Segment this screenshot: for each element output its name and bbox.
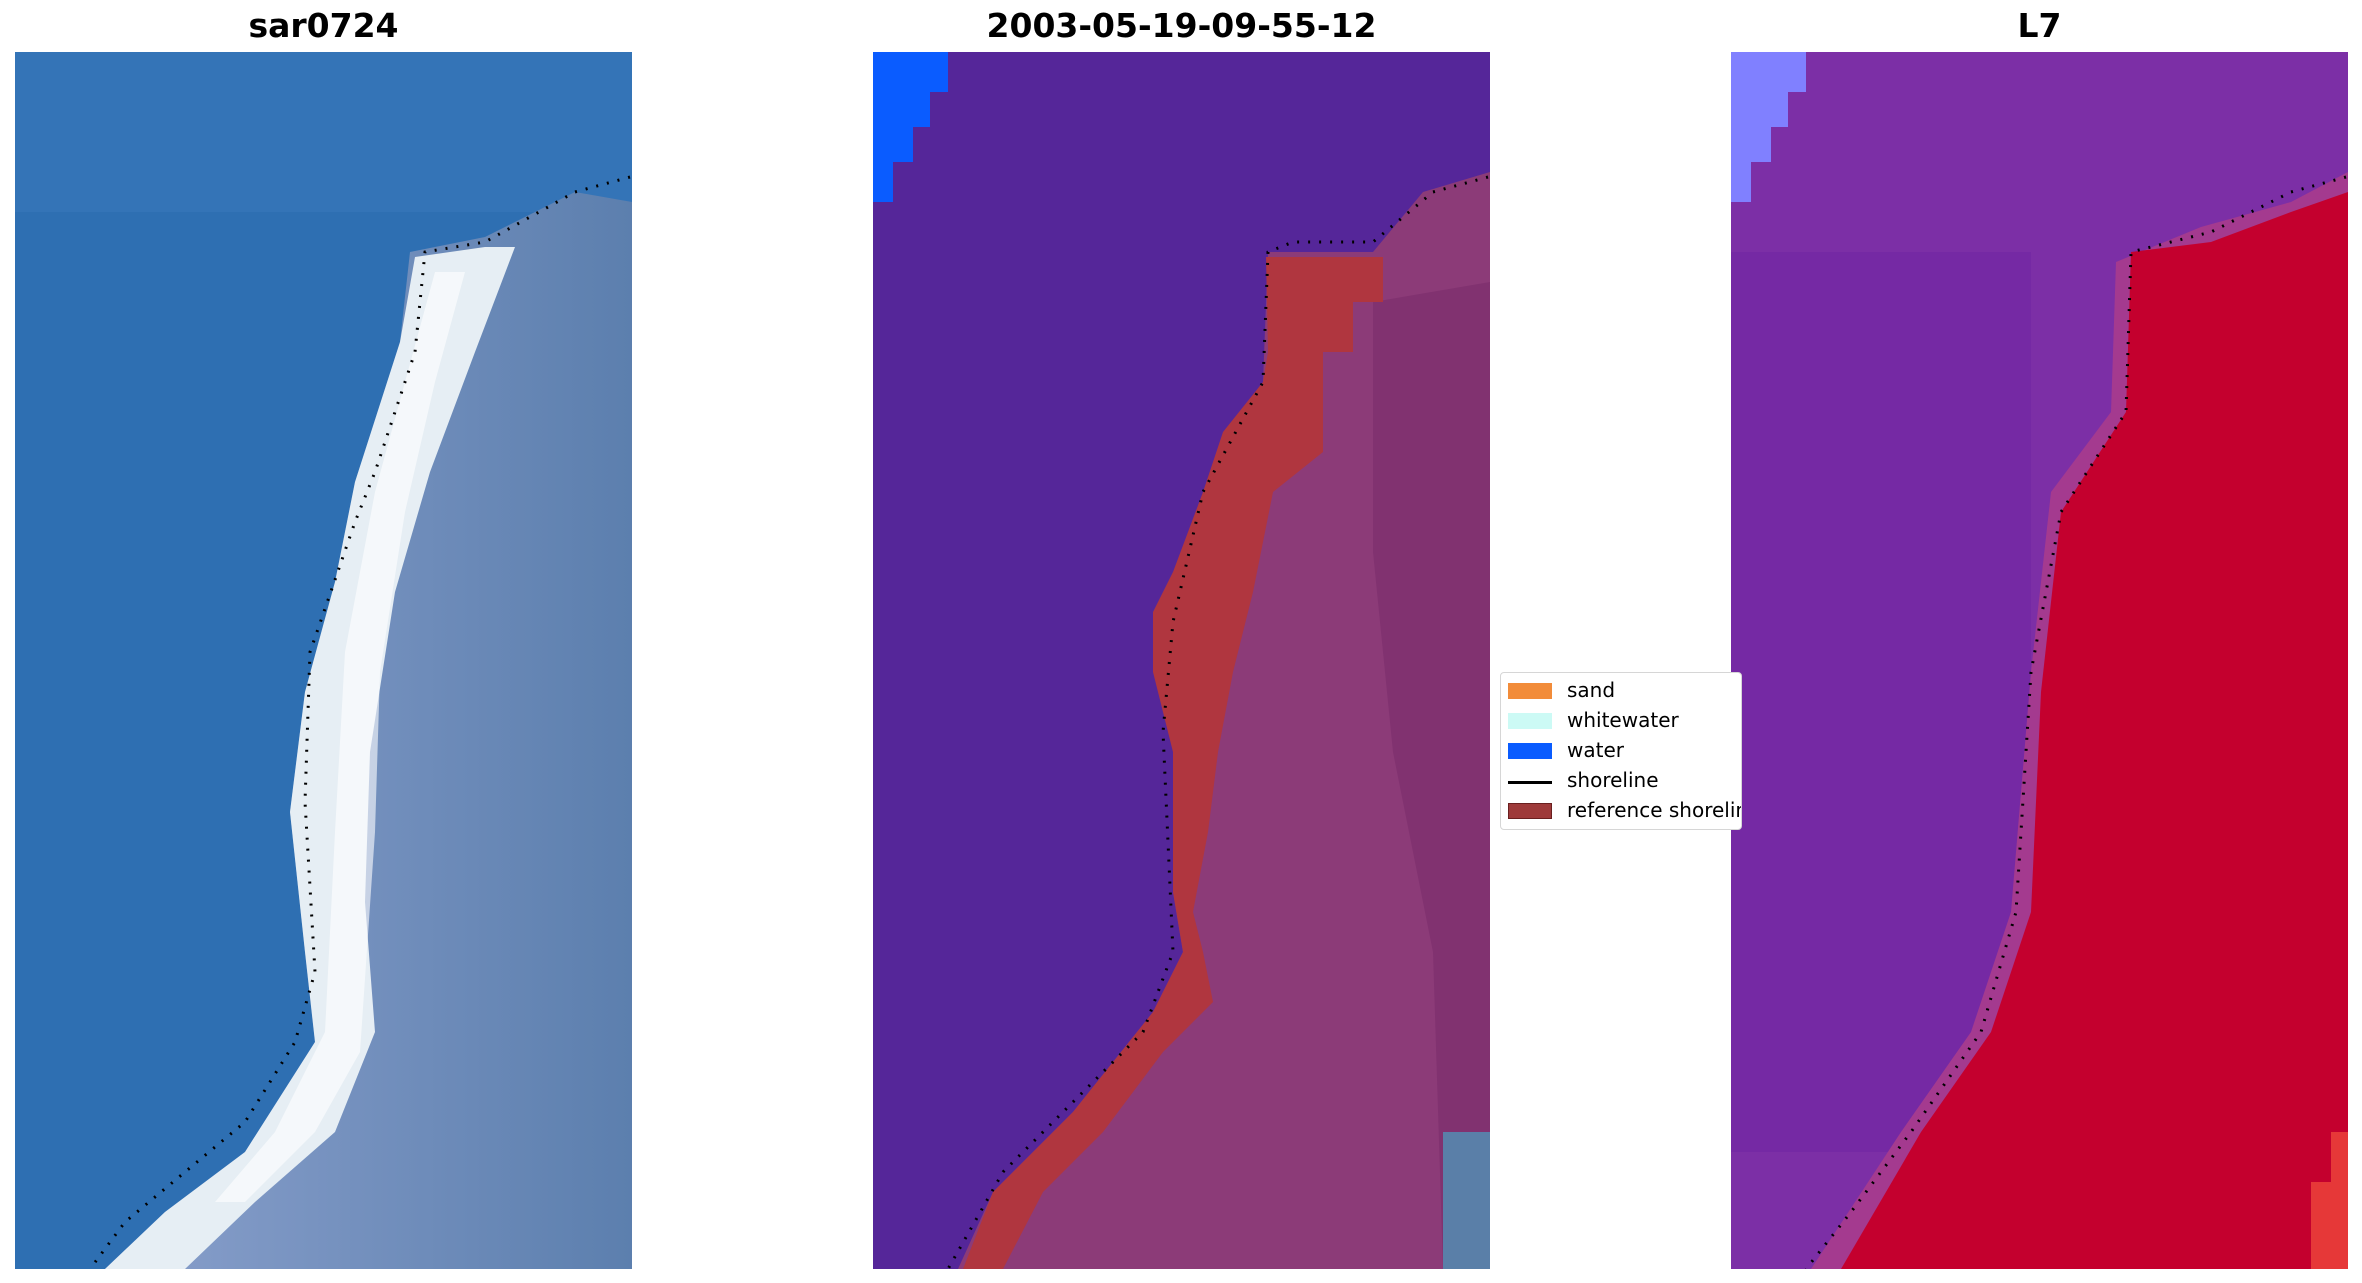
legend-item-water: water — [1501, 737, 1741, 763]
buffer-swatch-icon — [1508, 803, 1552, 819]
legend-label: sand — [1567, 678, 1616, 702]
land-index-area — [1841, 192, 2348, 1269]
shoreline-dotted — [88, 175, 631, 1269]
panel-title-date: 2003-05-19-09-55-12 — [986, 6, 1377, 45]
index-image-panel — [1731, 52, 2348, 1269]
legend-item-whitewater: whitewater — [1501, 707, 1741, 733]
beach-strip — [105, 247, 515, 1269]
legend-item-sand: sand — [1501, 677, 1741, 703]
reference-shoreline-buffer — [963, 257, 1383, 1269]
rgb-image-panel — [15, 52, 632, 1269]
whitewater-swatch-icon — [1508, 713, 1552, 729]
legend-label: shoreline — [1567, 768, 1659, 792]
shoreline-line-icon — [1508, 781, 1552, 784]
classified-image-panel — [873, 52, 1490, 1269]
legend-item-reference-shoreline: reference shoreline buffer — [1501, 797, 1741, 823]
legend-label: whitewater — [1567, 708, 1679, 732]
legend: sand whitewater water shoreline referenc… — [1500, 672, 1742, 830]
panel-title-rgb: sar0724 — [248, 6, 399, 45]
land-corner-blue — [1443, 1132, 1490, 1269]
legend-label: reference shoreline buffer — [1567, 798, 1741, 822]
sand-swatch-icon — [1508, 683, 1552, 699]
water-class-corner — [873, 52, 948, 202]
legend-label: water — [1567, 738, 1624, 762]
panel-title-sensor: L7 — [2017, 6, 2062, 45]
water-swatch-icon — [1508, 743, 1552, 759]
water-class-corner — [1731, 52, 1806, 202]
land-area — [958, 172, 1490, 1269]
legend-item-shoreline: shoreline — [1501, 767, 1741, 793]
